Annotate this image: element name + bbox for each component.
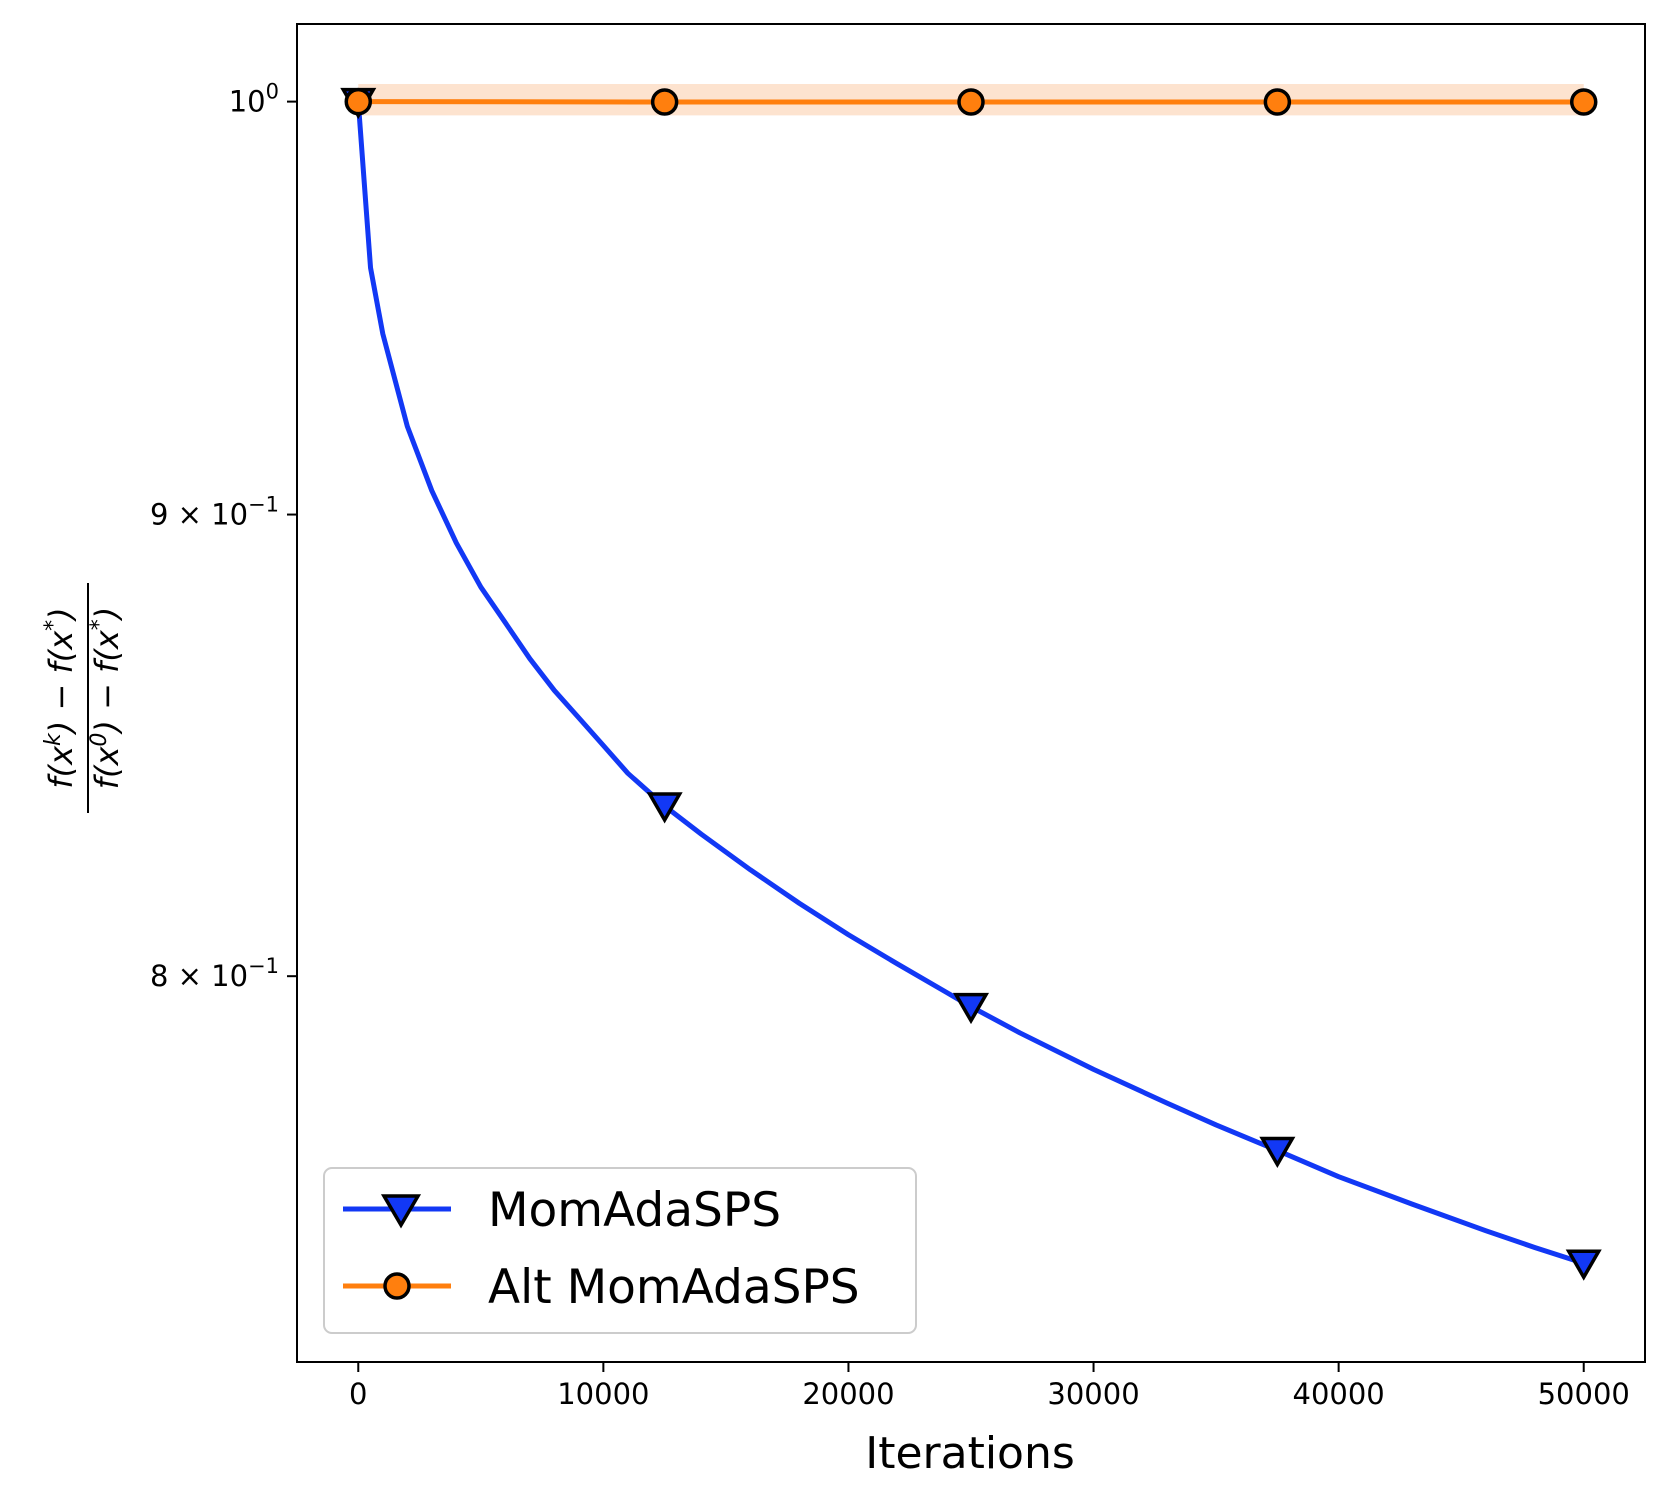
legend-marker-alt-momadasps: [385, 1274, 409, 1298]
momadasps-marker-4: [1569, 1251, 1599, 1277]
x-tick-label-0: 0: [349, 1377, 367, 1411]
alt-momadasps-marker-0: [346, 90, 370, 114]
legend: MomAdaSPS Alt MomAdaSPS: [324, 1168, 916, 1333]
y-axis-title: f(xk) − f(x*) f(x0) − f(x*): [41, 583, 126, 813]
x-tick-label-4: 40000: [1293, 1377, 1385, 1411]
alt-momadasps-marker-2: [959, 90, 983, 114]
legend-label-alt-momadasps: Alt MomAdaSPS: [488, 1260, 860, 1315]
momadasps-marker-2: [956, 995, 986, 1021]
alt-momadasps-marker-4: [1572, 90, 1596, 114]
x-tick-label-2: 20000: [802, 1377, 894, 1411]
x-tick-label-1: 10000: [557, 1377, 649, 1411]
y-axis-title-numerator: f(xk) − f(x*): [41, 607, 80, 788]
y-tick-label-1: 9 × 10−1: [150, 493, 279, 532]
y-tick-label-2: 8 × 10−1: [150, 954, 279, 993]
y-tick-label-0: 100: [229, 80, 279, 119]
x-tick-label-3: 30000: [1047, 1377, 1139, 1411]
plot-area: [343, 84, 1598, 1277]
x-tick-label-5: 50000: [1538, 1377, 1630, 1411]
legend-label-momadasps: MomAdaSPS: [488, 1183, 781, 1238]
alt-momadasps-marker-3: [1265, 90, 1289, 114]
plot-frame: [297, 24, 1645, 1362]
momadasps-marker-3: [1262, 1138, 1292, 1164]
x-axis-title: Iterations: [865, 1428, 1075, 1479]
alt-momadasps-marker-1: [653, 90, 677, 114]
series-line-momadasps: [358, 102, 1583, 1264]
y-axis-title-denominator: f(x0) − f(x*): [87, 607, 126, 790]
